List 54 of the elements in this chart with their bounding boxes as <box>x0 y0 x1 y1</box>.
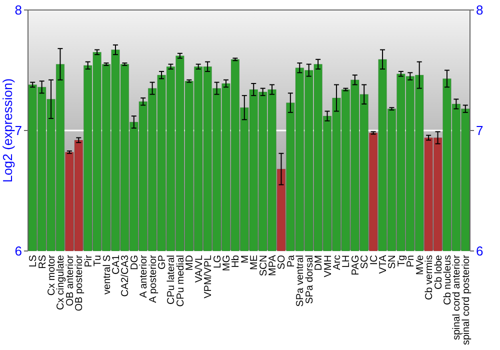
x-tick-label: Cb lobe <box>433 254 444 290</box>
x-tick-label: VMH <box>322 255 334 278</box>
x-tick-label: A posterior <box>148 254 159 303</box>
x-tick-label: Cx cingulate <box>56 254 67 310</box>
x-tick-label: Arc <box>332 255 343 270</box>
x-tick-label: VA/VL <box>194 254 205 283</box>
x-tick-label: MG <box>221 254 232 272</box>
x-tick-label: VTA <box>378 254 390 274</box>
x-tick-label: LS <box>28 254 40 268</box>
x-tick-label: SC <box>360 255 371 269</box>
y-axis-title: Log2 (expression) <box>0 78 15 183</box>
x-tick-label: SPa dorsal <box>304 255 316 304</box>
x-tick-label: ventral S <box>102 254 113 294</box>
y-tick-label: 6 <box>14 244 22 259</box>
x-tick-label: SCN <box>258 255 270 276</box>
x-tick-label: MD <box>184 255 196 271</box>
x-tick-label: CPu lateral <box>166 255 178 304</box>
x-tick-label: LH <box>341 255 352 268</box>
y-tick-label: 8 <box>14 2 22 18</box>
x-tick-label: DM <box>314 255 325 271</box>
x-tick-label: PAG <box>350 254 362 276</box>
x-tick-label: Pn <box>406 255 417 268</box>
x-tick-label: OB posterior <box>74 254 86 312</box>
x-tick-label: A anterior <box>138 254 150 298</box>
x-tick-label: ME <box>249 254 260 270</box>
x-tick-label: Cb nucleus <box>442 255 454 306</box>
y2-tick-label: 6 <box>476 244 484 259</box>
x-tick-label: RS <box>37 254 48 269</box>
x-tick-label: SN <box>387 255 398 269</box>
y-tick-label: 7 <box>14 123 22 138</box>
x-tick-label: Hb <box>230 254 242 268</box>
x-tick-label: DG <box>129 254 140 270</box>
x-tick-label: M <box>240 255 251 264</box>
x-tick-label: VPM/VPL <box>203 254 214 298</box>
x-tick-label: spinal cord posterior <box>460 254 472 346</box>
x-tick-label: GP <box>157 254 168 270</box>
x-tick-label: SO <box>276 254 288 270</box>
x-tick-label: CA2/CA3 <box>120 254 132 297</box>
y2-tick-label: 8 <box>476 2 484 18</box>
x-tick-label: spinal cord anterior <box>452 254 463 340</box>
x-tick-label: Pir <box>83 254 94 268</box>
x-tick-label: Cb vermis <box>424 255 436 300</box>
x-tick-label: SPa ventral <box>295 255 306 307</box>
x-tick-label: CPu medial <box>175 255 186 307</box>
x-tick-label: Tg <box>396 255 408 267</box>
y2-tick-label: 7 <box>476 123 484 138</box>
x-tick-label: CA1 <box>110 254 122 274</box>
x-tick-label: MVe <box>414 254 426 276</box>
x-tick-label: Pa <box>286 254 297 268</box>
x-tick-label: Tu <box>92 255 104 266</box>
x-tick-label: LG <box>212 254 224 268</box>
x-tick-label: IC <box>368 255 380 265</box>
x-tick-label: MPA <box>268 254 279 276</box>
x-tick-label: OB anterior <box>64 254 76 306</box>
